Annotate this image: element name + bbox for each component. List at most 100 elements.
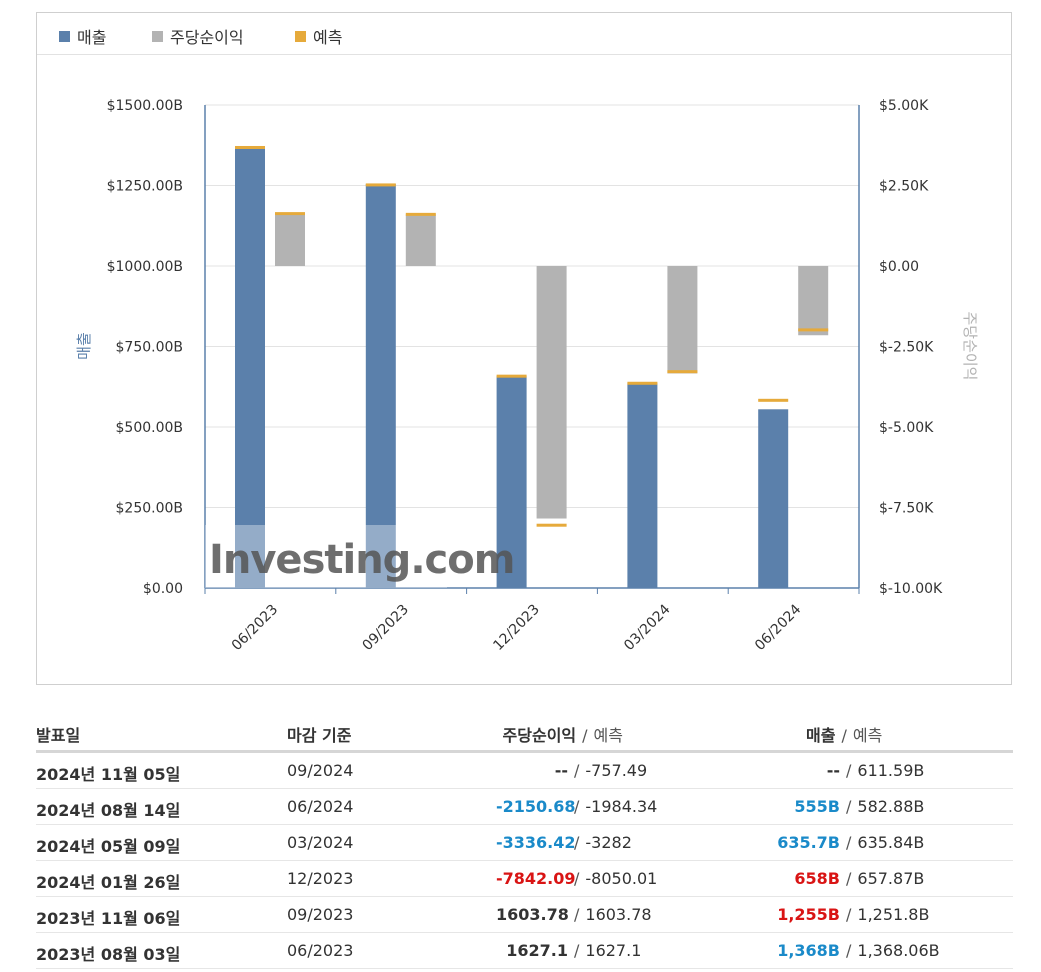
header-eps: 주당순이익 / 예측 [503, 722, 623, 746]
right-tick-label: $-10.00K [879, 581, 943, 597]
legend-eps[interactable]: 주당순이익 [152, 24, 244, 48]
row-eps-actual: -7842.09 [496, 869, 576, 888]
row-revenue-forecast: 1,251.8B [857, 905, 930, 924]
header-revenue-label[interactable]: 매출 [806, 726, 836, 745]
left-tick-label: $250.00B [116, 501, 184, 517]
right-tick-label: $-5.00K [879, 420, 934, 436]
row-revenue-actual: 1,368B [777, 941, 840, 960]
row-period: 09/2023 [287, 905, 354, 924]
revenue-bar [627, 383, 658, 588]
row-date: 2024년 05월 09일 [36, 837, 181, 856]
row-date: 2024년 01월 26일 [36, 873, 181, 892]
row-revenue-forecast: 611.59B [857, 761, 925, 780]
row-revenue-actual: 1,255B [777, 905, 840, 924]
left-tick-label: $1000.00B [107, 259, 183, 275]
row-eps-forecast: 1603.78 [585, 905, 652, 924]
row-period: 03/2024 [287, 833, 354, 852]
row-revenue-actual: 658B [794, 869, 840, 888]
row-revenue-forecast: 1,368.06B [857, 941, 940, 960]
right-tick-label: $5.00K [879, 98, 929, 114]
row-revenue-actual: -- [826, 761, 840, 780]
row-eps-group: -2150.68/ -1984.34 [496, 797, 762, 816]
right-tick-label: $2.50K [879, 179, 929, 195]
left-tick-label: $1500.00B [107, 98, 183, 114]
row-revenue-forecast: 582.88B [857, 797, 925, 816]
earnings-table: 발표일 마감 기준 주당순이익 / 예측 매출 / 예측 2024년 11월 05일 09… [36, 712, 1013, 969]
legend-forecast[interactable]: 예측 [295, 24, 342, 48]
chart-legend: 매출 주당순이익 예측 [37, 13, 1011, 55]
row-eps-forecast: -8050.01 [585, 869, 658, 888]
header-eps-label[interactable]: 주당순이익 [502, 726, 577, 745]
table-header: 발표일 마감 기준 주당순이익 / 예측 매출 / 예측 [36, 712, 1013, 753]
row-eps-sep: / [574, 797, 580, 816]
header-period[interactable]: 마감 기준 [287, 726, 352, 745]
row-eps-actual: -2150.68 [496, 797, 576, 816]
watermark-backdrop [205, 525, 447, 588]
row-eps-sep: / [574, 941, 580, 960]
header-date[interactable]: 발표일 [36, 726, 81, 745]
row-period: 06/2023 [287, 941, 354, 960]
table-row: 2023년 08월 03일 06/2023 1627.1 / 1627.1 1,368B /… [36, 933, 1013, 969]
row-revenue-actual: 555B [794, 797, 840, 816]
eps-forecast-marker [536, 523, 567, 527]
revenue-forecast-marker [627, 381, 658, 385]
table-body: 2024년 11월 05일 09/2024 -- / -757.49 -- / 611.59B… [36, 753, 1013, 969]
row-revenue-group: -- / 611.59B [776, 761, 1006, 780]
eps-bar [275, 213, 305, 266]
x-tick-label: 09/2023 [360, 602, 412, 654]
legend-eps-label: 주당순이익 [170, 28, 244, 47]
eps-bar [536, 266, 567, 519]
left-tick-label: $0.00 [143, 581, 183, 597]
row-revenue-group: 1,255B / 1,251.8B [776, 905, 1006, 924]
x-tick-label: 06/2024 [752, 601, 805, 654]
left-tick-label: $750.00B [116, 340, 184, 356]
row-revenue-forecast: 635.84B [857, 833, 925, 852]
x-tick-label: 12/2023 [490, 602, 542, 654]
row-eps-actual: 1627.1 [506, 941, 568, 960]
row-eps-forecast: -3282 [585, 833, 632, 852]
header-eps-forecast[interactable]: 예측 [593, 726, 623, 745]
row-eps-group: -7842.09/ -8050.01 [496, 869, 762, 888]
row-rev-sep: / [846, 833, 852, 852]
legend-revenue[interactable]: 매출 [59, 24, 106, 48]
row-date: 2024년 08월 14일 [36, 801, 181, 820]
table-row: 2024년 05월 09일 03/2024 -3336.42/-3282 635.7B… [36, 825, 1013, 861]
row-eps-sep: / [574, 761, 580, 780]
row-eps-group: -- / -757.49 [496, 761, 762, 780]
row-eps-group: -3336.42/ -3282 [496, 833, 762, 852]
right-tick-label: $0.00 [879, 259, 919, 275]
revenue-forecast-marker [365, 183, 396, 187]
eps-forecast-marker [405, 212, 436, 216]
eps-forecast-marker [667, 370, 698, 374]
row-rev-sep: / [846, 797, 852, 816]
legend-eps-swatch [152, 30, 163, 42]
watermark-logo: Investing.com [209, 537, 514, 583]
header-revenue-forecast[interactable]: 예측 [852, 726, 883, 745]
row-period: 06/2024 [287, 797, 354, 816]
left-tick-label: $1250.00B [107, 179, 183, 195]
row-eps-forecast: -757.49 [585, 761, 648, 780]
legend-forecast-swatch [295, 30, 306, 42]
row-revenue-actual: 635.7B [777, 833, 840, 852]
eps-forecast-marker [275, 212, 305, 216]
table-row: 2024년 11월 05일 09/2024 -- / -757.49 -- / 611.59B [36, 753, 1013, 789]
x-tick-label: 06/2023 [229, 602, 281, 654]
row-rev-sep: / [846, 761, 852, 780]
legend-revenue-label: 매출 [77, 28, 107, 47]
row-date: 2023년 08월 03일 [36, 945, 181, 964]
legend-forecast-label: 예측 [313, 28, 343, 47]
row-revenue-group: 555B / 582.88B [776, 797, 1006, 816]
row-eps-actual: -- [554, 761, 568, 780]
revenue-forecast-marker [235, 145, 265, 149]
row-eps-actual: -3336.42 [496, 833, 576, 852]
row-period: 09/2024 [287, 761, 354, 780]
header-rev-sep: / [841, 726, 847, 745]
revenue-bar [496, 376, 527, 588]
right-tick-label: $-2.50K [879, 340, 934, 356]
right-tick-label: $-7.50K [879, 501, 934, 517]
row-date: 2023년 11월 06일 [36, 909, 181, 928]
row-eps-sep: / [574, 833, 580, 852]
row-period: 12/2023 [287, 869, 354, 888]
revenue-bar [365, 183, 396, 588]
left-axis-title: 매출 [75, 332, 93, 360]
